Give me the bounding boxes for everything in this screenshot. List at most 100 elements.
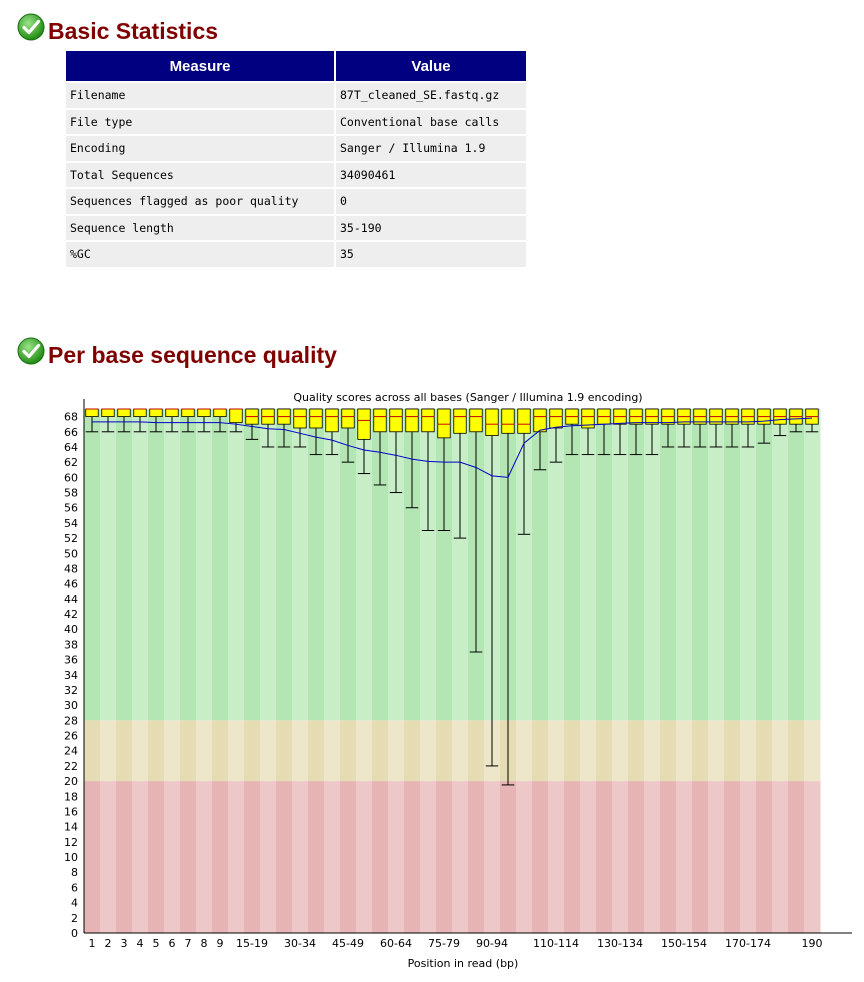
quality-zone-band	[596, 781, 613, 933]
quality-zone-band	[100, 409, 117, 721]
cell-measure: File type	[66, 109, 334, 134]
quality-zone-band	[84, 720, 101, 782]
chart-title: Quality scores across all bases (Sanger …	[293, 391, 642, 404]
y-tick-label: 40	[64, 623, 78, 636]
quality-zone-band	[756, 409, 773, 721]
quality-zone-band	[420, 409, 437, 721]
quality-zone-band	[804, 409, 821, 721]
quartile-box	[581, 408, 595, 429]
y-tick-label: 60	[64, 471, 78, 484]
quality-zone-band	[356, 781, 373, 933]
quartile-box	[149, 408, 163, 417]
x-tick-label: 9	[217, 937, 224, 950]
quality-zone-band	[244, 720, 261, 782]
quality-zone-band	[436, 409, 453, 721]
quartile-box	[373, 408, 387, 433]
quality-zone-band	[148, 781, 165, 933]
y-tick-label: 30	[64, 699, 78, 712]
x-tick-label: 5	[153, 937, 160, 950]
quality-zone-band	[644, 781, 661, 933]
quality-zone-band	[484, 781, 501, 933]
quality-zone-band	[596, 409, 613, 721]
quality-zone-band	[116, 409, 133, 721]
quality-zone-band	[404, 781, 421, 933]
quality-zone-band	[708, 720, 725, 782]
quality-zone-band	[516, 409, 533, 721]
quartile-box	[165, 408, 179, 417]
quality-zone-band	[612, 409, 629, 721]
quality-zone-band	[100, 781, 117, 933]
x-tick-label: 190	[802, 937, 823, 950]
quality-zone-band	[436, 781, 453, 933]
quality-zone-band	[276, 781, 293, 933]
quartile-box	[389, 408, 403, 433]
quality-zone-band	[292, 781, 309, 933]
x-tick-label: 150-154	[661, 937, 707, 950]
quartile-box	[229, 408, 243, 424]
y-tick-label: 4	[71, 897, 78, 910]
quality-zone-band	[644, 720, 661, 782]
quality-zone-band	[580, 720, 597, 782]
x-tick-label: 130-134	[597, 937, 643, 950]
column-header-value: Value	[336, 51, 526, 81]
y-tick-label: 44	[64, 593, 78, 606]
cell-value: Sanger / Illumina 1.9	[336, 136, 526, 161]
x-tick-label: 170-174	[725, 937, 771, 950]
quality-zone-band	[100, 720, 117, 782]
quality-zone-band	[292, 409, 309, 721]
y-tick-label: 64	[64, 441, 78, 454]
x-tick-label: 6	[169, 937, 176, 950]
quality-zone-band	[372, 720, 389, 782]
quality-zone-band	[372, 409, 389, 721]
y-tick-label: 58	[64, 487, 78, 500]
quartile-box	[325, 408, 339, 433]
quality-zone-band	[804, 720, 821, 782]
y-tick-label: 54	[64, 517, 78, 530]
y-tick-label: 12	[64, 836, 78, 849]
y-tick-label: 24	[64, 745, 78, 758]
quartile-box	[213, 408, 227, 417]
quality-zone-band	[708, 781, 725, 933]
x-tick-label: 15-19	[236, 937, 268, 950]
quartile-box	[469, 408, 483, 433]
cell-value: 0	[336, 189, 526, 214]
quality-zone-band	[724, 409, 741, 721]
y-tick-label: 66	[64, 426, 78, 439]
table-row: Total Sequences 34090461	[66, 162, 526, 187]
y-tick-label: 2	[71, 912, 78, 925]
quality-zone-band	[596, 720, 613, 782]
per-base-quality-header: Per base sequence quality	[16, 334, 337, 367]
quality-zone-band	[692, 409, 709, 721]
table-row: Encoding Sanger / Illumina 1.9	[66, 136, 526, 161]
quality-zone-band	[548, 720, 565, 782]
y-tick-label: 42	[64, 608, 78, 621]
quartile-box	[437, 408, 451, 439]
quality-zone-band	[548, 781, 565, 933]
quality-zone-band	[340, 720, 357, 782]
quality-zone-band	[468, 781, 485, 933]
quality-zone-band	[260, 781, 277, 933]
cell-value: Conventional base calls	[336, 109, 526, 134]
quality-zone-band	[452, 781, 469, 933]
y-tick-label: 62	[64, 456, 78, 469]
quality-zone-band	[196, 781, 213, 933]
quality-zone-band	[532, 720, 549, 782]
y-tick-label: 0	[71, 927, 78, 940]
quality-zone-band	[212, 409, 229, 721]
quartile-box	[549, 408, 563, 429]
quality-zone-band	[548, 409, 565, 721]
y-tick-label: 28	[64, 714, 78, 727]
y-tick-label: 16	[64, 805, 78, 818]
quality-zone-band	[756, 720, 773, 782]
quartile-box	[533, 408, 547, 433]
quality-zone-band	[660, 781, 677, 933]
quality-zone-band	[628, 409, 645, 721]
quartile-box	[85, 408, 99, 417]
quality-zone-band	[692, 720, 709, 782]
section-title: Basic Statistics	[48, 18, 219, 44]
table-header-row: Measure Value	[66, 51, 526, 81]
quality-zone-band	[420, 720, 437, 782]
quality-zone-band	[180, 781, 197, 933]
cell-measure: Sequences flagged as poor quality	[66, 189, 334, 214]
quality-zone-band	[404, 720, 421, 782]
